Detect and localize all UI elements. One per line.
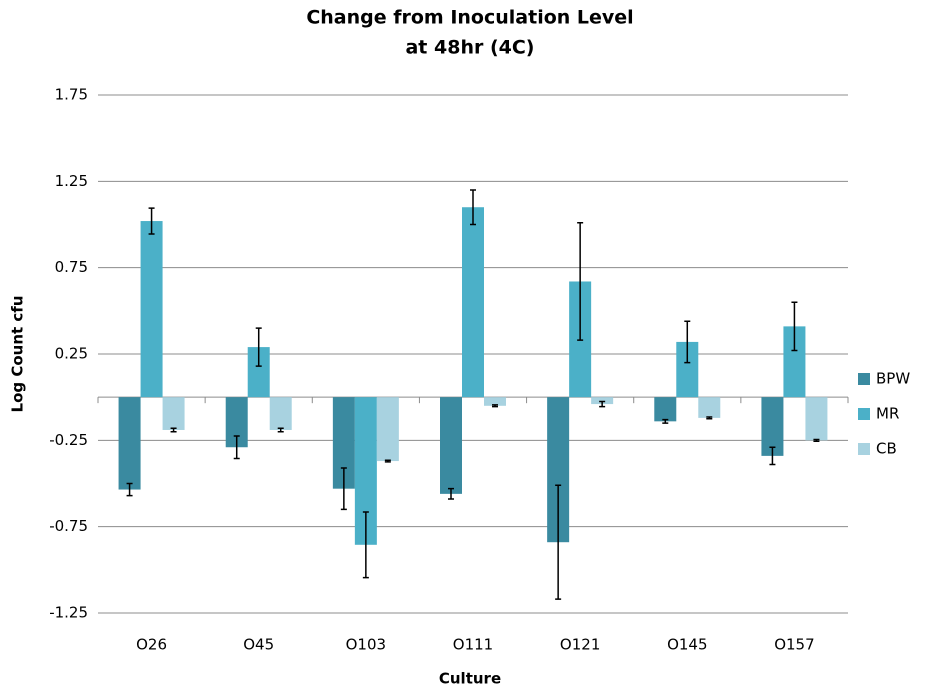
bar [547, 397, 570, 543]
x-tick-label: O157 [774, 636, 814, 654]
error-bar [706, 416, 713, 420]
legend-label: CB [876, 440, 897, 458]
error-bar [362, 511, 369, 579]
error-bar [255, 327, 262, 367]
legend-swatch [858, 408, 870, 420]
bar [654, 397, 677, 422]
error-bar [599, 400, 606, 408]
bar [676, 341, 699, 398]
bar [118, 397, 141, 490]
chart-title: at 48hr (4C) [405, 37, 534, 59]
y-tick-label: -0.25 [49, 431, 88, 449]
error-bar [769, 446, 776, 466]
error-bar [233, 435, 240, 460]
bar [354, 397, 377, 545]
bar [162, 397, 185, 430]
bar [761, 397, 784, 456]
legend-label: BPW [876, 370, 910, 388]
error-bar [470, 189, 476, 226]
chart-title: Change from Inoculation Level [306, 7, 633, 29]
error-bar [148, 207, 155, 235]
bar [332, 397, 355, 489]
bar [462, 207, 484, 398]
bar [591, 397, 614, 405]
bar [783, 326, 806, 398]
error-bar [492, 404, 498, 408]
x-axis-title: Culture [439, 670, 501, 688]
legend-swatch [858, 373, 870, 385]
bar [376, 397, 399, 462]
x-tick-label: O103 [346, 636, 386, 654]
x-tick-label: O45 [243, 636, 274, 654]
y-tick-label: 0.25 [55, 345, 88, 363]
y-tick-label: -0.75 [49, 517, 88, 535]
error-bar [555, 484, 562, 600]
bar [247, 347, 270, 398]
error-bar [170, 427, 177, 433]
bar [484, 397, 506, 406]
error-bar [126, 482, 133, 497]
x-tick-label: O145 [667, 636, 707, 654]
error-bar [277, 427, 284, 433]
bar [805, 397, 828, 441]
x-tick-label: O121 [560, 636, 600, 654]
error-bar [340, 467, 347, 511]
error-bar [384, 459, 391, 463]
error-bar [448, 487, 454, 500]
y-tick-label: 1.75 [55, 86, 88, 104]
y-tick-label: 0.75 [55, 258, 88, 276]
bar [698, 397, 721, 418]
error-bar [577, 222, 584, 341]
bar [140, 221, 163, 398]
bar [269, 397, 292, 430]
bar [440, 397, 462, 494]
error-bar [791, 301, 798, 352]
x-tick-label: O111 [453, 636, 493, 654]
error-bar [662, 418, 669, 424]
y-tick-label: 1.25 [55, 172, 88, 190]
bar [225, 397, 248, 448]
y-tick-label: -1.25 [49, 604, 88, 622]
x-tick-label: O26 [136, 636, 167, 654]
legend-label: MR [876, 405, 899, 423]
error-bar [684, 320, 691, 364]
legend-swatch [858, 443, 870, 455]
y-axis-title: Log Count cfu [9, 296, 27, 413]
error-bar [813, 438, 820, 442]
